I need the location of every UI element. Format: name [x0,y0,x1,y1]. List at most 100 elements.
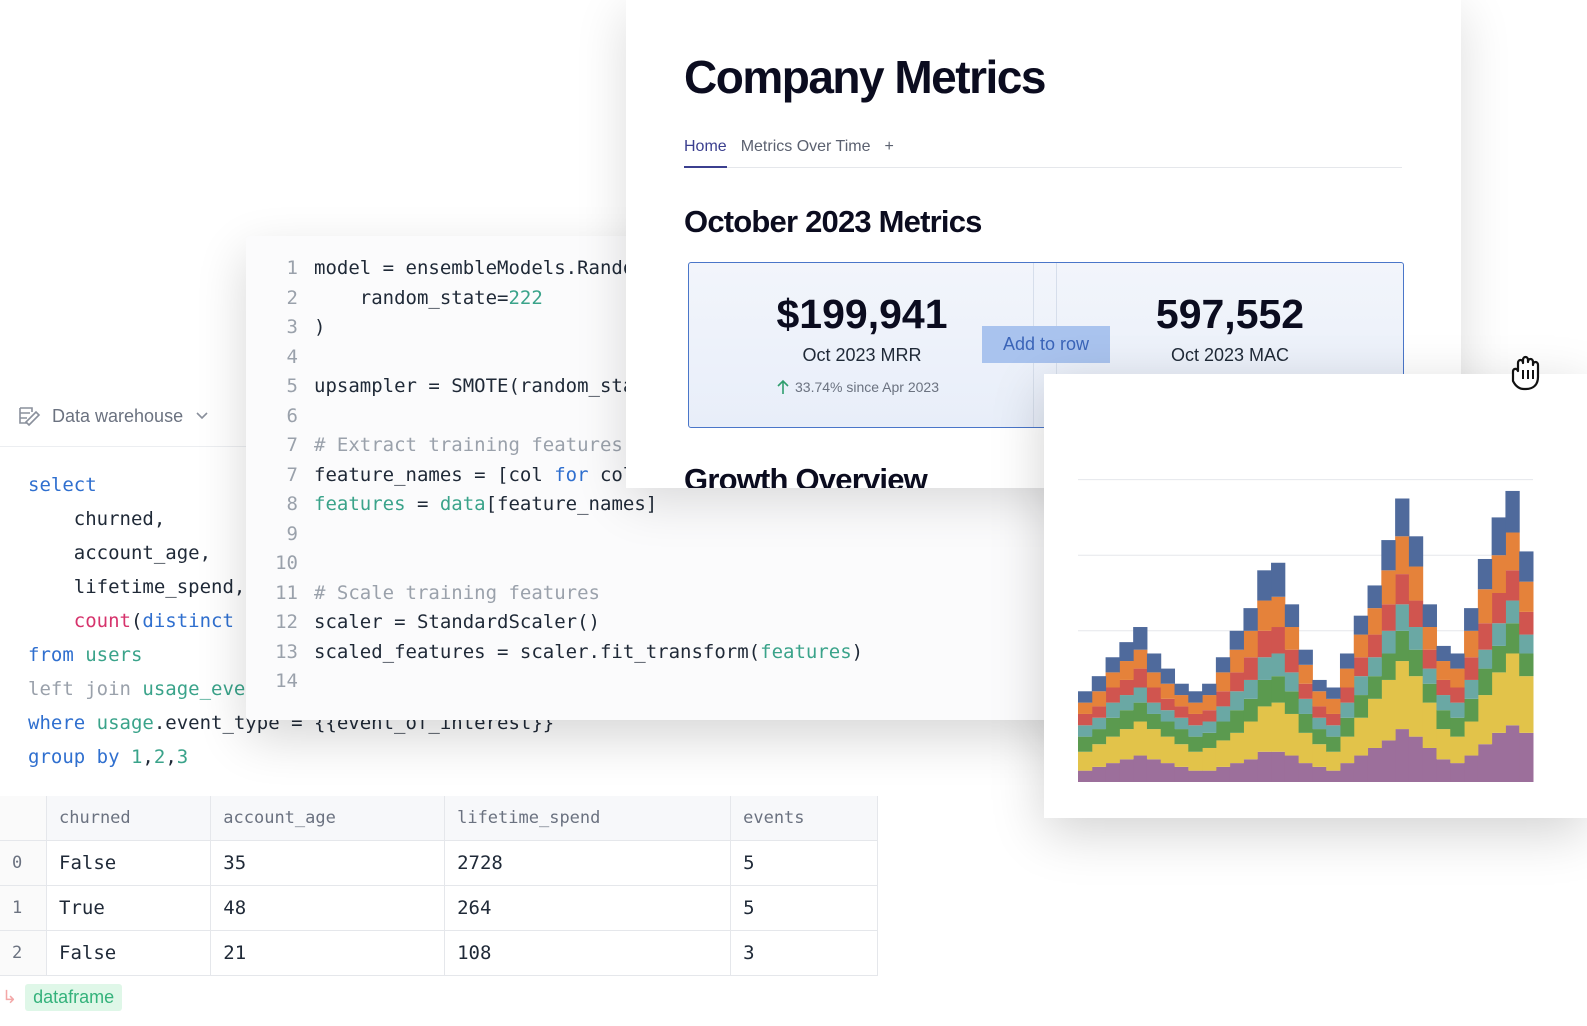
area-segment-series-0 [1105,763,1120,782]
area-segment-series-0 [1381,740,1396,782]
area-segment-series-4 [1078,713,1093,726]
area-segment-series-4 [1381,604,1396,631]
sql-line: group by 1,2,3 [28,740,554,774]
area-segment-series-1 [1436,729,1451,760]
metrics-row[interactable]: $199,941 Oct 2023 MRR 33.74% since Apr 2… [688,262,1404,428]
area-segment-series-2 [1243,698,1258,722]
code-token: 222 [508,286,543,309]
column-header[interactable]: events [730,796,878,841]
area-segment-series-6 [1105,657,1120,673]
area-segment-series-4 [1188,713,1203,726]
area-segment-series-1 [1257,706,1272,752]
area-segment-series-2 [1215,721,1231,741]
area-segment-series-2 [1422,683,1437,703]
area-segment-series-1 [1188,751,1203,771]
table-row: 1 True 48 264 5 [0,885,878,931]
area-segment-series-5 [1408,566,1424,601]
area-segment-series-6 [1367,585,1382,609]
area-segment-series-2 [1450,717,1465,737]
sql-line: churned, [28,502,554,536]
code-line: features = data[feature_names] [314,490,863,520]
area-segment-series-6 [1146,653,1162,673]
code-token: group by [28,746,131,768]
area-segment-series-4 [1477,623,1493,650]
area-segment-series-2 [1395,630,1410,662]
area-segment-series-1 [1491,672,1506,733]
area-segment-series-3 [1229,691,1244,711]
code-token: ) [851,640,864,663]
area-segment-series-6 [1408,536,1424,567]
area-segment-series-6 [1491,517,1506,556]
chart-card[interactable] [1044,374,1587,818]
area-segment-series-6 [1202,683,1217,696]
add-to-row-button[interactable]: Add to row [982,326,1110,363]
area-segment-series-4 [1202,710,1217,722]
database-sync-icon [19,407,41,427]
tab-home[interactable]: Home [684,134,727,168]
area-segment-series-6 [1133,627,1148,650]
area-segment-series-3 [1353,676,1369,696]
area-segment-series-1 [1174,744,1189,767]
tab-add-button[interactable]: + [884,138,894,155]
area-segment-series-1 [1519,676,1534,733]
column-header[interactable]: account_age [210,796,446,841]
area-segment-series-6 [1188,691,1203,703]
area-segment-series-0 [1133,755,1148,782]
area-segment-series-1 [1271,702,1286,752]
area-segment-series-0 [1257,751,1272,782]
area-segment-series-0 [1243,759,1258,782]
area-segment-series-6 [1395,498,1410,537]
area-segment-series-3 [1477,649,1493,669]
area-segment-series-1 [1339,736,1355,764]
area-segment-series-1 [1105,736,1120,764]
area-segment-series-5 [1477,589,1493,624]
sql-line: select [28,468,554,502]
area-segment-series-4 [1284,649,1300,673]
area-segment-series-0 [1271,751,1286,782]
section-title: October 2023 Metrics [684,204,982,239]
code-line: ​ [314,549,863,579]
area-segment-series-2 [1284,691,1300,714]
area-segment-series-1 [1160,736,1176,764]
tab-metrics-over-time[interactable]: Metrics Over Time [740,138,871,155]
area-segment-series-3 [1436,695,1451,711]
column-header[interactable]: churned [46,796,212,841]
line-number-gutter: 1 2 3 4 5 6 7 7 8 9 10 11 12 13 14 [275,257,298,692]
sql-editor[interactable]: select churned, account_age, lifetime_sp… [28,468,554,774]
chevron-down-icon [196,412,208,420]
code-token: , [142,746,154,768]
area-segment-series-0 [1229,763,1244,782]
code-token: 3 [176,746,189,768]
code-token: data [439,493,486,515]
area-segment-series-5 [1257,600,1272,631]
code-line: # Scale training features [314,579,863,609]
area-segment-series-5 [1271,596,1286,628]
area-segment-series-4 [1464,657,1479,680]
data-source-selector[interactable]: Data warehouse [16,402,219,430]
code-token: usage [96,712,154,734]
area-segment-series-5 [1188,702,1203,714]
area-segment-series-6 [1381,540,1396,571]
area-segment-series-5 [1422,627,1437,650]
dataframe-chip[interactable]: dataframe [25,984,123,1011]
column-header[interactable]: lifetime_spend [444,796,732,841]
code-token: from [28,644,86,666]
area-segment-series-3 [1519,634,1534,654]
area-segment-series-0 [1119,759,1134,782]
area-segment-series-2 [1519,653,1534,677]
table-cell: False [46,840,212,886]
area-segment-series-0 [1091,766,1107,782]
area-segment-series-5 [1312,691,1327,707]
row-index: 1 [0,885,47,931]
area-segment-series-6 [1091,676,1107,692]
area-segment-series-3 [1243,679,1258,699]
area-segment-series-3 [1146,702,1162,714]
area-segment-series-1 [1450,736,1465,764]
area-segment-series-1 [1395,661,1410,730]
area-segment-series-1 [1229,732,1244,764]
area-segment-series-6 [1464,608,1479,631]
area-segment-series-4 [1312,706,1327,718]
area-segment-series-2 [1339,717,1355,737]
area-segment-series-3 [1367,657,1382,677]
area-segment-series-0 [1450,763,1465,782]
